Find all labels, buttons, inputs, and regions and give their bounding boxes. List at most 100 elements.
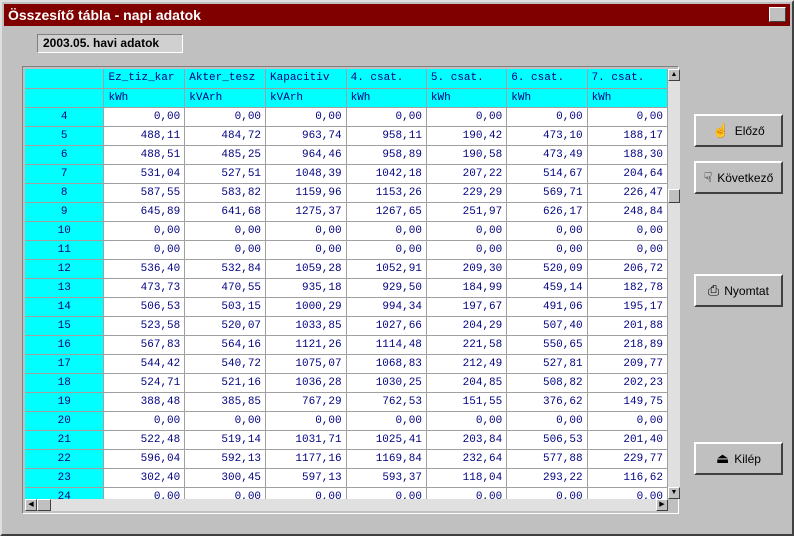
table-row[interactable]: 21 522,48 519,14 1031,71 1025,41 203,84 506,53… [25, 430, 668, 450]
table-row[interactable]: 8 587,55 583,82 1159,96 1153,26 229,29 569,71 2… [25, 183, 668, 203]
column-header[interactable]: Akter_tesz [184, 69, 267, 89]
table-row[interactable]: 6 488,51 485,25 964,46 958,89 190,58 473,49 188… [25, 145, 668, 165]
data-cell[interactable]: 1075,07 [265, 354, 347, 374]
table-row[interactable]: 22 596,04 592,13 1177,16 1169,84 232,64 577,88… [25, 449, 668, 469]
data-cell[interactable]: 201,40 [587, 430, 668, 450]
table-row[interactable]: 24 0,00 0,00 0,00 0,00 0,00 0,00 0,00 [25, 487, 668, 499]
data-cell[interactable]: 507,40 [506, 316, 588, 336]
row-header[interactable]: 13 [25, 278, 105, 298]
row-header[interactable]: 15 [25, 316, 105, 336]
data-cell[interactable]: 569,71 [506, 183, 588, 203]
row-header[interactable]: 24 [25, 487, 105, 499]
data-cell[interactable]: 762,53 [346, 392, 427, 412]
data-cell[interactable]: 1177,16 [265, 449, 347, 469]
data-cell[interactable]: 596,04 [103, 449, 186, 469]
row-header[interactable]: 4 [25, 107, 105, 127]
data-cell[interactable]: 229,77 [587, 449, 668, 469]
prev-button[interactable]: ☝ Előző [694, 114, 783, 147]
data-cell[interactable]: 0,00 [587, 411, 668, 431]
table-row[interactable]: 23 302,40 300,45 597,13 593,37 118,04 293,22 11… [25, 468, 668, 488]
horizontal-scrollbar[interactable]: ◀ ▶ [25, 499, 668, 511]
data-cell[interactable]: 0,00 [506, 221, 588, 241]
data-cell[interactable]: 149,75 [587, 392, 668, 412]
row-header[interactable]: 23 [25, 468, 105, 488]
table-row[interactable]: 17 544,42 540,72 1075,07 1068,83 212,49 527,81… [25, 354, 668, 374]
data-cell[interactable]: 1030,25 [346, 373, 427, 393]
column-header[interactable]: Kapacitiv [265, 69, 347, 89]
data-cell[interactable]: 203,84 [426, 430, 508, 450]
column-header[interactable]: 7. csat. [587, 69, 668, 89]
table-row[interactable]: 5 488,11 484,72 963,74 958,11 190,42 473,10 188… [25, 126, 668, 146]
data-cell[interactable]: 459,14 [506, 278, 588, 298]
data-cell[interactable]: 0,00 [346, 411, 427, 431]
data-cell[interactable]: 0,00 [103, 240, 186, 260]
row-header[interactable]: 21 [25, 430, 105, 450]
data-cell[interactable]: 645,89 [103, 202, 186, 222]
data-cell[interactable]: 1068,83 [346, 354, 427, 374]
data-cell[interactable]: 641,68 [184, 202, 267, 222]
data-cell[interactable]: 226,47 [587, 183, 668, 203]
data-cell[interactable]: 188,17 [587, 126, 668, 146]
row-header[interactable]: 10 [25, 221, 105, 241]
data-cell[interactable]: 0,00 [265, 487, 347, 499]
data-cell[interactable]: 521,16 [184, 373, 267, 393]
data-cell[interactable]: 385,85 [184, 392, 267, 412]
data-cell[interactable]: 587,55 [103, 183, 186, 203]
data-cell[interactable]: 0,00 [346, 107, 427, 127]
data-cell[interactable]: 206,72 [587, 259, 668, 279]
data-cell[interactable]: 0,00 [103, 487, 186, 499]
data-cell[interactable]: 302,40 [103, 468, 186, 488]
table-row[interactable]: 15 523,58 520,07 1033,85 1027,66 204,29 507,40… [25, 316, 668, 336]
data-cell[interactable]: 544,42 [103, 354, 186, 374]
data-cell[interactable]: 508,82 [506, 373, 588, 393]
row-header[interactable]: 5 [25, 126, 105, 146]
vertical-scrollbar[interactable]: ▲ ▼ [668, 69, 680, 499]
data-cell[interactable]: 151,55 [426, 392, 508, 412]
data-cell[interactable]: 0,00 [426, 240, 508, 260]
data-cell[interactable]: 592,13 [184, 449, 267, 469]
print-button[interactable]: ⎙ Nyomtat [694, 274, 783, 307]
data-cell[interactable]: 1000,29 [265, 297, 347, 317]
row-header[interactable]: 14 [25, 297, 105, 317]
data-cell[interactable]: 929,50 [346, 278, 427, 298]
data-cell[interactable]: 1121,26 [265, 335, 347, 355]
data-cell[interactable]: 0,00 [265, 240, 347, 260]
table-row[interactable]: 11 0,00 0,00 0,00 0,00 0,00 0,00 0,00 [25, 240, 668, 260]
data-cell[interactable]: 527,51 [184, 164, 267, 184]
scroll-down-arrow-icon[interactable]: ▼ [668, 487, 680, 499]
row-header[interactable]: 12 [25, 259, 105, 279]
data-cell[interactable]: 473,49 [506, 145, 588, 165]
column-header[interactable]: 4. csat. [346, 69, 427, 89]
data-cell[interactable]: 1031,71 [265, 430, 347, 450]
data-cell[interactable]: 514,67 [506, 164, 588, 184]
data-cell[interactable]: 1059,28 [265, 259, 347, 279]
unit-header[interactable]: kWh [426, 88, 508, 108]
data-cell[interactable]: 520,07 [184, 316, 267, 336]
data-cell[interactable]: 963,74 [265, 126, 347, 146]
data-cell[interactable]: 519,14 [184, 430, 267, 450]
table-row[interactable]: 18 524,71 521,16 1036,28 1030,25 204,85 508,82… [25, 373, 668, 393]
data-cell[interactable]: 201,88 [587, 316, 668, 336]
data-cell[interactable]: 218,89 [587, 335, 668, 355]
data-cell[interactable]: 567,83 [103, 335, 186, 355]
exit-button[interactable]: ⏏ Kilép [694, 442, 783, 475]
data-cell[interactable]: 1052,91 [346, 259, 427, 279]
data-cell[interactable]: 188,30 [587, 145, 668, 165]
scroll-left-arrow-icon[interactable]: ◀ [25, 499, 37, 511]
data-cell[interactable]: 1042,18 [346, 164, 427, 184]
data-cell[interactable]: 0,00 [506, 487, 588, 499]
table-row[interactable]: 19 388,48 385,85 767,29 762,53 151,55 376,62 14… [25, 392, 668, 412]
row-header[interactable]: 9 [25, 202, 105, 222]
data-cell[interactable]: 473,73 [103, 278, 186, 298]
data-cell[interactable]: 597,13 [265, 468, 347, 488]
unit-header[interactable]: kWh [506, 88, 588, 108]
data-cell[interactable]: 0,00 [103, 107, 186, 127]
column-header[interactable]: 6. csat. [506, 69, 588, 89]
unit-header[interactable]: kVArh [184, 88, 267, 108]
table-row[interactable]: 10 0,00 0,00 0,00 0,00 0,00 0,00 0,00 [25, 221, 668, 241]
table-row[interactable]: 20 0,00 0,00 0,00 0,00 0,00 0,00 0,00 [25, 411, 668, 431]
data-cell[interactable]: 197,67 [426, 297, 508, 317]
data-cell[interactable]: 0,00 [506, 240, 588, 260]
data-cell[interactable]: 116,62 [587, 468, 668, 488]
data-cell[interactable]: 626,17 [506, 202, 588, 222]
